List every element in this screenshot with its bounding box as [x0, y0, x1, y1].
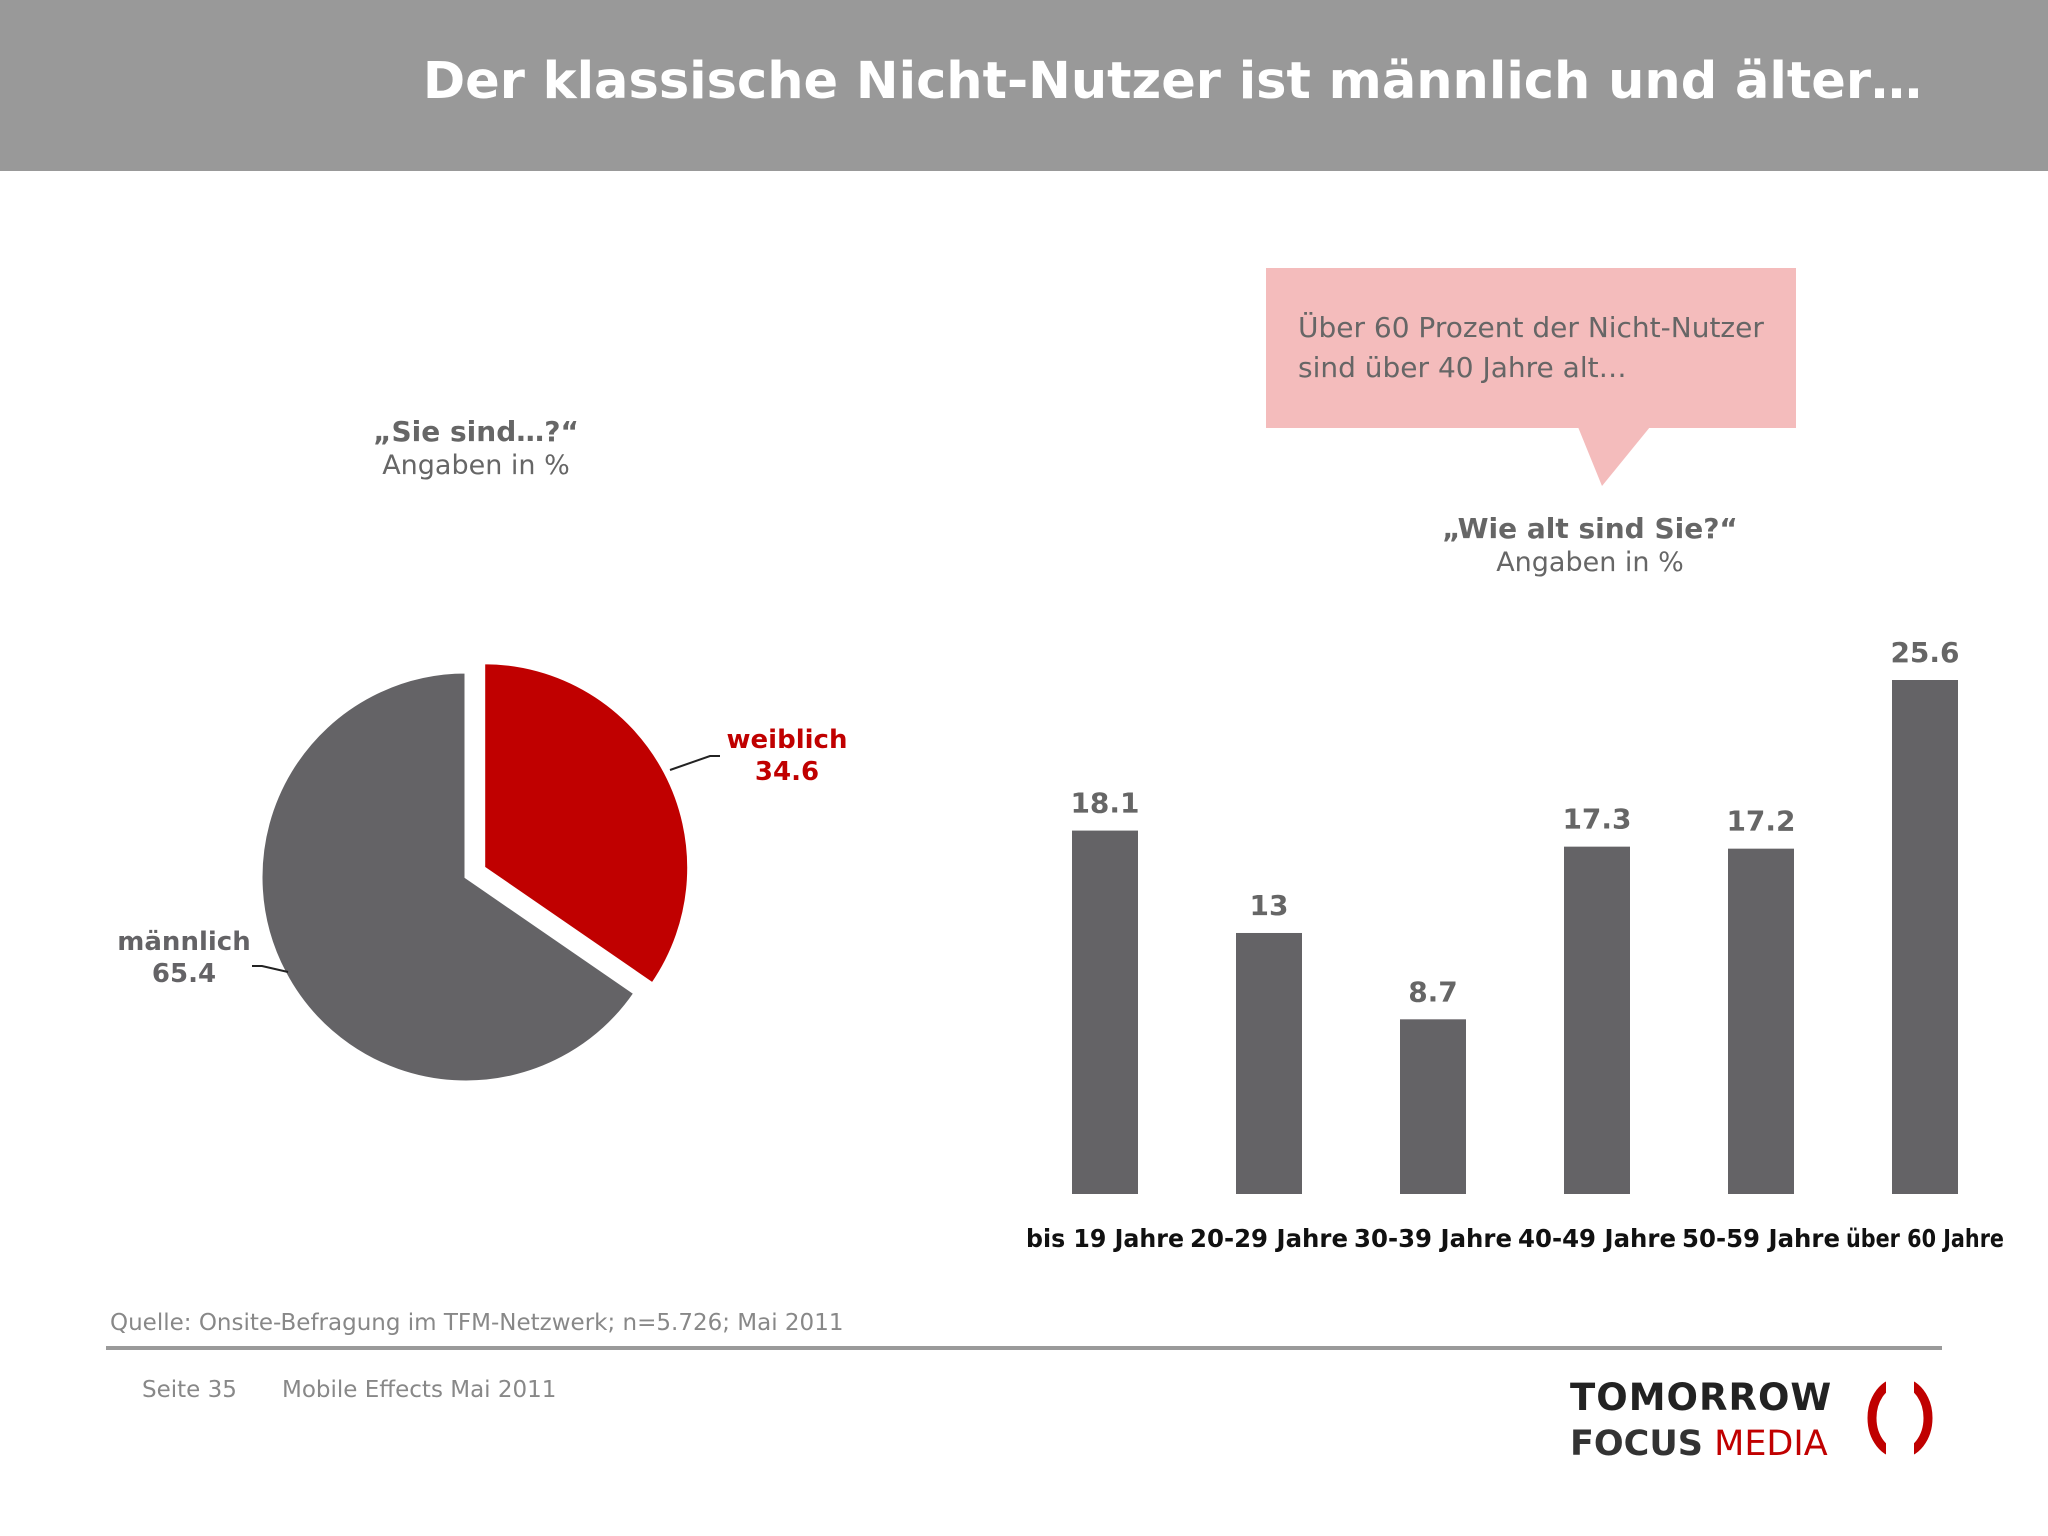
- bar-category-label-1: 20-29 Jahre: [1190, 1224, 1348, 1253]
- slide-title: Der klassische Nicht-Nutzer ist männlich…: [422, 52, 1922, 111]
- logo-text-bottom: FOCUS MEDIA: [1570, 1424, 1828, 1464]
- bar-category-label-2: 30-39 Jahre: [1354, 1224, 1512, 1253]
- company-logo: TOMORROW FOCUS MEDIA: [1566, 1376, 1946, 1476]
- callout-box: Über 60 Prozent der Nicht-Nutzer sind üb…: [1266, 268, 1796, 428]
- pie-slice-value-0: 34.6: [755, 757, 819, 787]
- pie-leader-line-0: [669, 755, 720, 771]
- page-number: Seite 35: [142, 1377, 237, 1403]
- bar-value-label-5: 25.6: [1890, 636, 1959, 669]
- bar-value-label-4: 17.2: [1726, 805, 1795, 838]
- pie-question: „Sie sind…?“: [373, 415, 579, 448]
- pie-slice-0: [482, 661, 691, 987]
- bar-unit: Angaben in %: [1496, 547, 1684, 578]
- bar-value-label-2: 8.7: [1408, 975, 1458, 1008]
- callout-text: Über 60 Prozent der Nicht-Nutzer sind üb…: [1298, 311, 1764, 384]
- pie-unit: Angaben in %: [382, 450, 570, 481]
- bar-2: [1400, 1019, 1466, 1194]
- bar-category-label-5: über 60 Jahre: [1846, 1224, 2004, 1253]
- header-bar: [0, 0, 2048, 171]
- bar-question: „Wie alt sind Sie?“: [1442, 512, 1738, 545]
- source-note: Quelle: Onsite-Befragung im TFM-Netzwerk…: [110, 1310, 844, 1336]
- pie-slice-label-0: weiblich: [727, 725, 848, 755]
- bar-value-label-1: 13: [1250, 889, 1289, 922]
- logo-text-top: TOMORROW: [1570, 1376, 1833, 1419]
- bar-category-label-3: 40-49 Jahre: [1518, 1224, 1676, 1253]
- bar-0: [1072, 830, 1138, 1194]
- pie-leader-line-1: [252, 965, 289, 973]
- bar-category-label-4: 50-59 Jahre: [1682, 1224, 1840, 1253]
- pie-slice-label-1: männlich: [117, 927, 250, 957]
- logo-word-media: MEDIA: [1714, 1424, 1828, 1464]
- bar-value-label-0: 18.1: [1070, 787, 1139, 820]
- bar-chart: 18.1 bis 19 Jahre 13 20-29 Jahre 8.7 30-39 Ja…: [1026, 636, 2004, 1253]
- pie-slice-1: [259, 670, 637, 1084]
- document-title: Mobile Effects Mai 2011: [282, 1377, 557, 1403]
- bar-category-label-0: bis 19 Jahre: [1026, 1224, 1184, 1253]
- logo-ring-icon: [1867, 1376, 1933, 1466]
- callout-tail: [1578, 427, 1650, 486]
- pie-question-title: „Sie sind…?“ Angaben in %: [326, 415, 626, 481]
- bar-5: [1892, 680, 1958, 1194]
- logo-word-focus: FOCUS: [1570, 1424, 1703, 1464]
- bar-1: [1236, 932, 1302, 1194]
- pie-slice-value-1: 65.4: [152, 959, 216, 989]
- bar-3: [1564, 846, 1630, 1194]
- bar-4: [1728, 848, 1794, 1194]
- footer-divider: [106, 1346, 1942, 1350]
- bar-question-title: „Wie alt sind Sie?“ Angaben in %: [1370, 512, 1810, 578]
- bar-value-label-3: 17.3: [1562, 803, 1631, 836]
